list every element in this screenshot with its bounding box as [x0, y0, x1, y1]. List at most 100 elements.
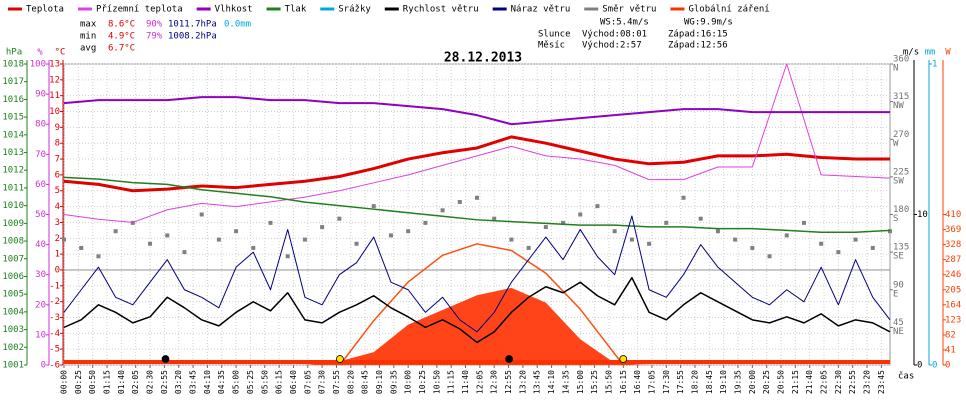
- series-line: [63, 63, 891, 223]
- y-tick-label: 50: [35, 210, 46, 220]
- axis-title: m/s: [903, 48, 919, 58]
- x-tick-label: 02:05: [131, 370, 140, 394]
- y-tick-label: 315: [893, 92, 909, 102]
- y-tick-label: -3: [49, 313, 60, 323]
- x-tick-label: 21:40: [805, 370, 814, 394]
- y-tick-label: 3: [55, 218, 60, 228]
- x-tick-label: 00:00: [60, 370, 69, 394]
- y-tick-label: 1012: [2, 166, 24, 176]
- y-tick-label: 1004: [2, 307, 24, 317]
- x-tick-label: 21:15: [791, 370, 800, 394]
- y-tick-label: 180: [893, 205, 909, 215]
- x-tick-label: 03:45: [189, 370, 198, 394]
- direction-point: [629, 237, 634, 242]
- sun-set: 16:15: [701, 30, 728, 40]
- y-tick-label: 246: [945, 270, 961, 280]
- y-tick-label: 12: [49, 75, 60, 85]
- y-tick-label: 360: [893, 55, 909, 65]
- x-tick-label: 04:35: [217, 370, 226, 394]
- y-tick-label: 1009: [2, 219, 24, 229]
- y-tick-label: 0: [932, 361, 937, 371]
- x-tick-label: 18:45: [705, 370, 714, 394]
- sun-name: Slunce: [538, 30, 571, 40]
- direction-point: [354, 241, 359, 246]
- direction-point: [836, 250, 841, 255]
- compass-label: SE: [893, 252, 904, 262]
- direction-point: [457, 199, 462, 204]
- direction-point: [423, 220, 428, 225]
- y-tick-label: 7: [55, 155, 60, 165]
- y-tick-label: 164: [945, 300, 961, 310]
- stats-value: 1011.7hPa: [168, 20, 217, 30]
- direction-point: [165, 233, 170, 238]
- direction-point: [801, 220, 806, 225]
- x-tick-label: 10:50: [432, 370, 441, 394]
- y-tick-label: 1006: [2, 272, 24, 282]
- direction-point: [371, 204, 376, 209]
- compass-label: E: [893, 289, 898, 299]
- x-tick-label: 06:40: [289, 370, 298, 394]
- x-tick-label: 13:20: [518, 370, 527, 394]
- y-tick-label: 1010: [2, 201, 24, 211]
- x-tick-label: 12:05: [475, 370, 484, 394]
- x-tick-label: 05:50: [260, 370, 269, 394]
- series-line: [63, 215, 891, 333]
- y-tick-label: -1: [49, 281, 60, 291]
- y-tick-label: 0: [945, 361, 950, 371]
- direction-point: [251, 245, 256, 250]
- y-tick-label: 1: [932, 60, 937, 70]
- stats-value: 1008.2hPa: [168, 32, 217, 42]
- series-line: [63, 96, 890, 126]
- y-tick-label: 135: [893, 243, 909, 253]
- direction-point: [543, 225, 548, 230]
- legend-label: Globální záření: [688, 5, 769, 15]
- direction-point: [733, 237, 738, 242]
- x-tick-label: 19:10: [719, 370, 728, 394]
- direction-point: [182, 250, 187, 255]
- x-tick-label: 22:55: [848, 370, 857, 394]
- stats-label: max: [80, 20, 97, 30]
- y-tick-label: 410: [945, 210, 961, 220]
- y-tick-label: 1018: [2, 60, 24, 70]
- y-tick-label: 1: [55, 250, 60, 260]
- x-tick-label: 05:00: [232, 370, 241, 394]
- x-tick-label: 19:35: [733, 370, 742, 394]
- direction-point: [888, 229, 892, 234]
- legend-label: Náraz větru: [511, 5, 571, 15]
- y-tick-label: 9: [55, 123, 60, 133]
- direction-point: [612, 229, 617, 234]
- direction-point: [79, 245, 84, 250]
- wind-gust-info: WG:9.9m/s: [684, 18, 733, 28]
- y-tick-label: 1002: [2, 343, 24, 353]
- y-tick-label: 205: [945, 285, 961, 295]
- y-tick-label: 270: [893, 130, 909, 140]
- compass-label: NE: [893, 327, 904, 337]
- x-tick-label: 01:40: [117, 370, 126, 394]
- stats-value: 79%: [146, 32, 163, 42]
- x-tick-label: 08:45: [361, 370, 370, 394]
- y-tick-label: 1001: [2, 361, 24, 371]
- chart-title: 28.12.2013: [444, 51, 522, 66]
- y-tick-label: 0: [41, 361, 46, 371]
- y-tick-label: 41: [945, 345, 956, 355]
- x-tick-label: 07:30: [318, 370, 327, 394]
- direction-point: [388, 233, 393, 238]
- compass-label: SW: [893, 176, 904, 186]
- compass-label: W: [893, 139, 899, 149]
- x-tick-label: 17:30: [662, 370, 671, 394]
- moon-set: 12:56: [701, 41, 728, 51]
- y-tick-label: 10: [49, 107, 60, 117]
- y-tick-label: 225: [893, 167, 909, 177]
- y-tick-label: 20: [35, 300, 46, 310]
- x-tick-label: 07:55: [332, 370, 341, 394]
- direction-point: [113, 229, 118, 234]
- direction-point: [337, 216, 342, 221]
- stats-value: 6.7°C: [108, 44, 135, 54]
- compass-label: NW: [893, 101, 904, 111]
- x-tick-label: 16:15: [619, 370, 628, 394]
- y-tick-label: 369: [945, 225, 961, 235]
- direction-point: [750, 245, 755, 250]
- moon-set-label: Západ:: [668, 41, 701, 51]
- stats-value: 4.9°C: [108, 32, 135, 42]
